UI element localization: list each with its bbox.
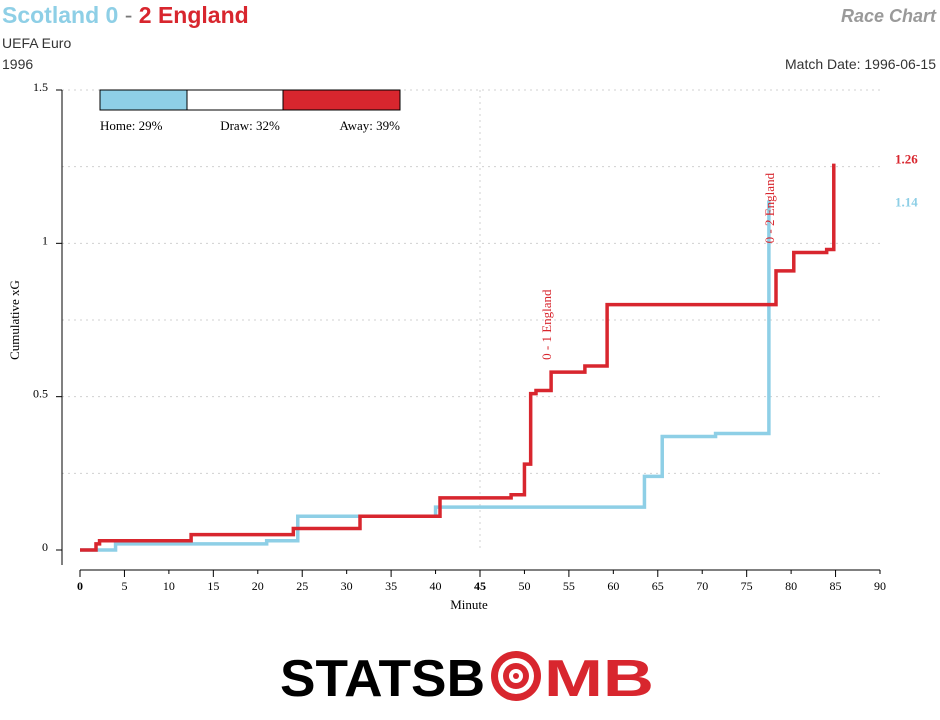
match-title: Scotland 0 - 2 England	[2, 2, 249, 29]
competition-name: UEFA Euro	[2, 35, 72, 51]
draw-probability-label: Draw: 32%	[220, 118, 280, 133]
x-tick-label: 25	[296, 579, 308, 593]
away-final-xg-label: 1.26	[895, 152, 918, 167]
series-lines: 1.14 1.26	[80, 152, 918, 552]
home-probability-bar	[99, 89, 188, 111]
x-tick-label: 15	[207, 579, 219, 593]
x-tick-label: 90	[874, 579, 886, 593]
goal-annotations: 0 - 1 England 0 - 2 England	[539, 172, 777, 359]
away-probability-label: Away: 39%	[339, 118, 400, 133]
match-date: Match Date: 1996-06-15	[785, 56, 936, 72]
x-tick-label: 10	[163, 579, 175, 593]
axes: 0 0.5 1 1.5 0 5 15 25 35 45 55 65 75 85 10 20 30 40 50 60 70…	[33, 80, 886, 593]
x-axis-label: Minute	[450, 597, 488, 612]
away-probability-bar	[282, 89, 401, 111]
home-final-xg-label: 1.14	[895, 194, 918, 209]
y-axis-label: Cumulative xG	[7, 280, 22, 360]
statsbomb-logo: STATSB MB	[0, 648, 940, 709]
race-chart: 0 0.5 1 1.5 0 5 15 25 35 45 55 65 75 85 10 20 30 40 50 60 70…	[7, 80, 918, 612]
away-team-name: England	[157, 2, 249, 28]
x-tick-label: 80	[785, 579, 797, 593]
logo-text-right: MB	[544, 650, 654, 704]
x-tick-label: 30	[341, 579, 353, 593]
x-tick-label: 20	[252, 579, 264, 593]
grid-lines	[62, 89, 880, 550]
x-tick-label: 55	[563, 579, 575, 593]
target-icon	[491, 651, 541, 701]
x-tick-label: 0	[77, 579, 83, 593]
home-team-name: Scotland	[2, 2, 100, 28]
x-tick-label: 35	[385, 579, 397, 593]
away-xg-line	[80, 163, 836, 552]
x-tick-label: 50	[518, 579, 530, 593]
goal-annotation: 0 - 2 England	[762, 172, 777, 243]
y-tick-label: 0.5	[33, 387, 48, 401]
y-tick-label: 1.5	[33, 80, 48, 94]
x-tick-label: 75	[741, 579, 753, 593]
home-probability-label: Home: 29%	[100, 118, 163, 133]
x-tick-label: 85	[830, 579, 842, 593]
x-tick-label: 60	[607, 579, 619, 593]
home-xg-line	[80, 200, 771, 552]
x-tick-label: 5	[121, 579, 127, 593]
y-tick-label: 1	[42, 233, 48, 247]
chart-name: Race Chart	[840, 6, 936, 26]
x-tick-label: 40	[430, 579, 442, 593]
draw-probability-bar	[186, 89, 284, 111]
season-label: 1996	[2, 56, 34, 72]
x-tick-label: 70	[696, 579, 708, 593]
probability-legend: Home: 29% Draw: 32% Away: 39%	[99, 89, 401, 133]
home-score: 0	[105, 2, 119, 28]
logo-text-left: STATSB	[280, 650, 485, 704]
y-tick-label: 0	[42, 540, 48, 554]
goal-annotation: 0 - 1 England	[539, 289, 554, 360]
x-tick-label: 45	[474, 579, 486, 593]
logo-wordmark: STATSB MB	[280, 650, 654, 708]
score-separator: -	[124, 2, 133, 28]
x-tick-label: 65	[652, 579, 664, 593]
away-score: 2	[138, 2, 152, 28]
